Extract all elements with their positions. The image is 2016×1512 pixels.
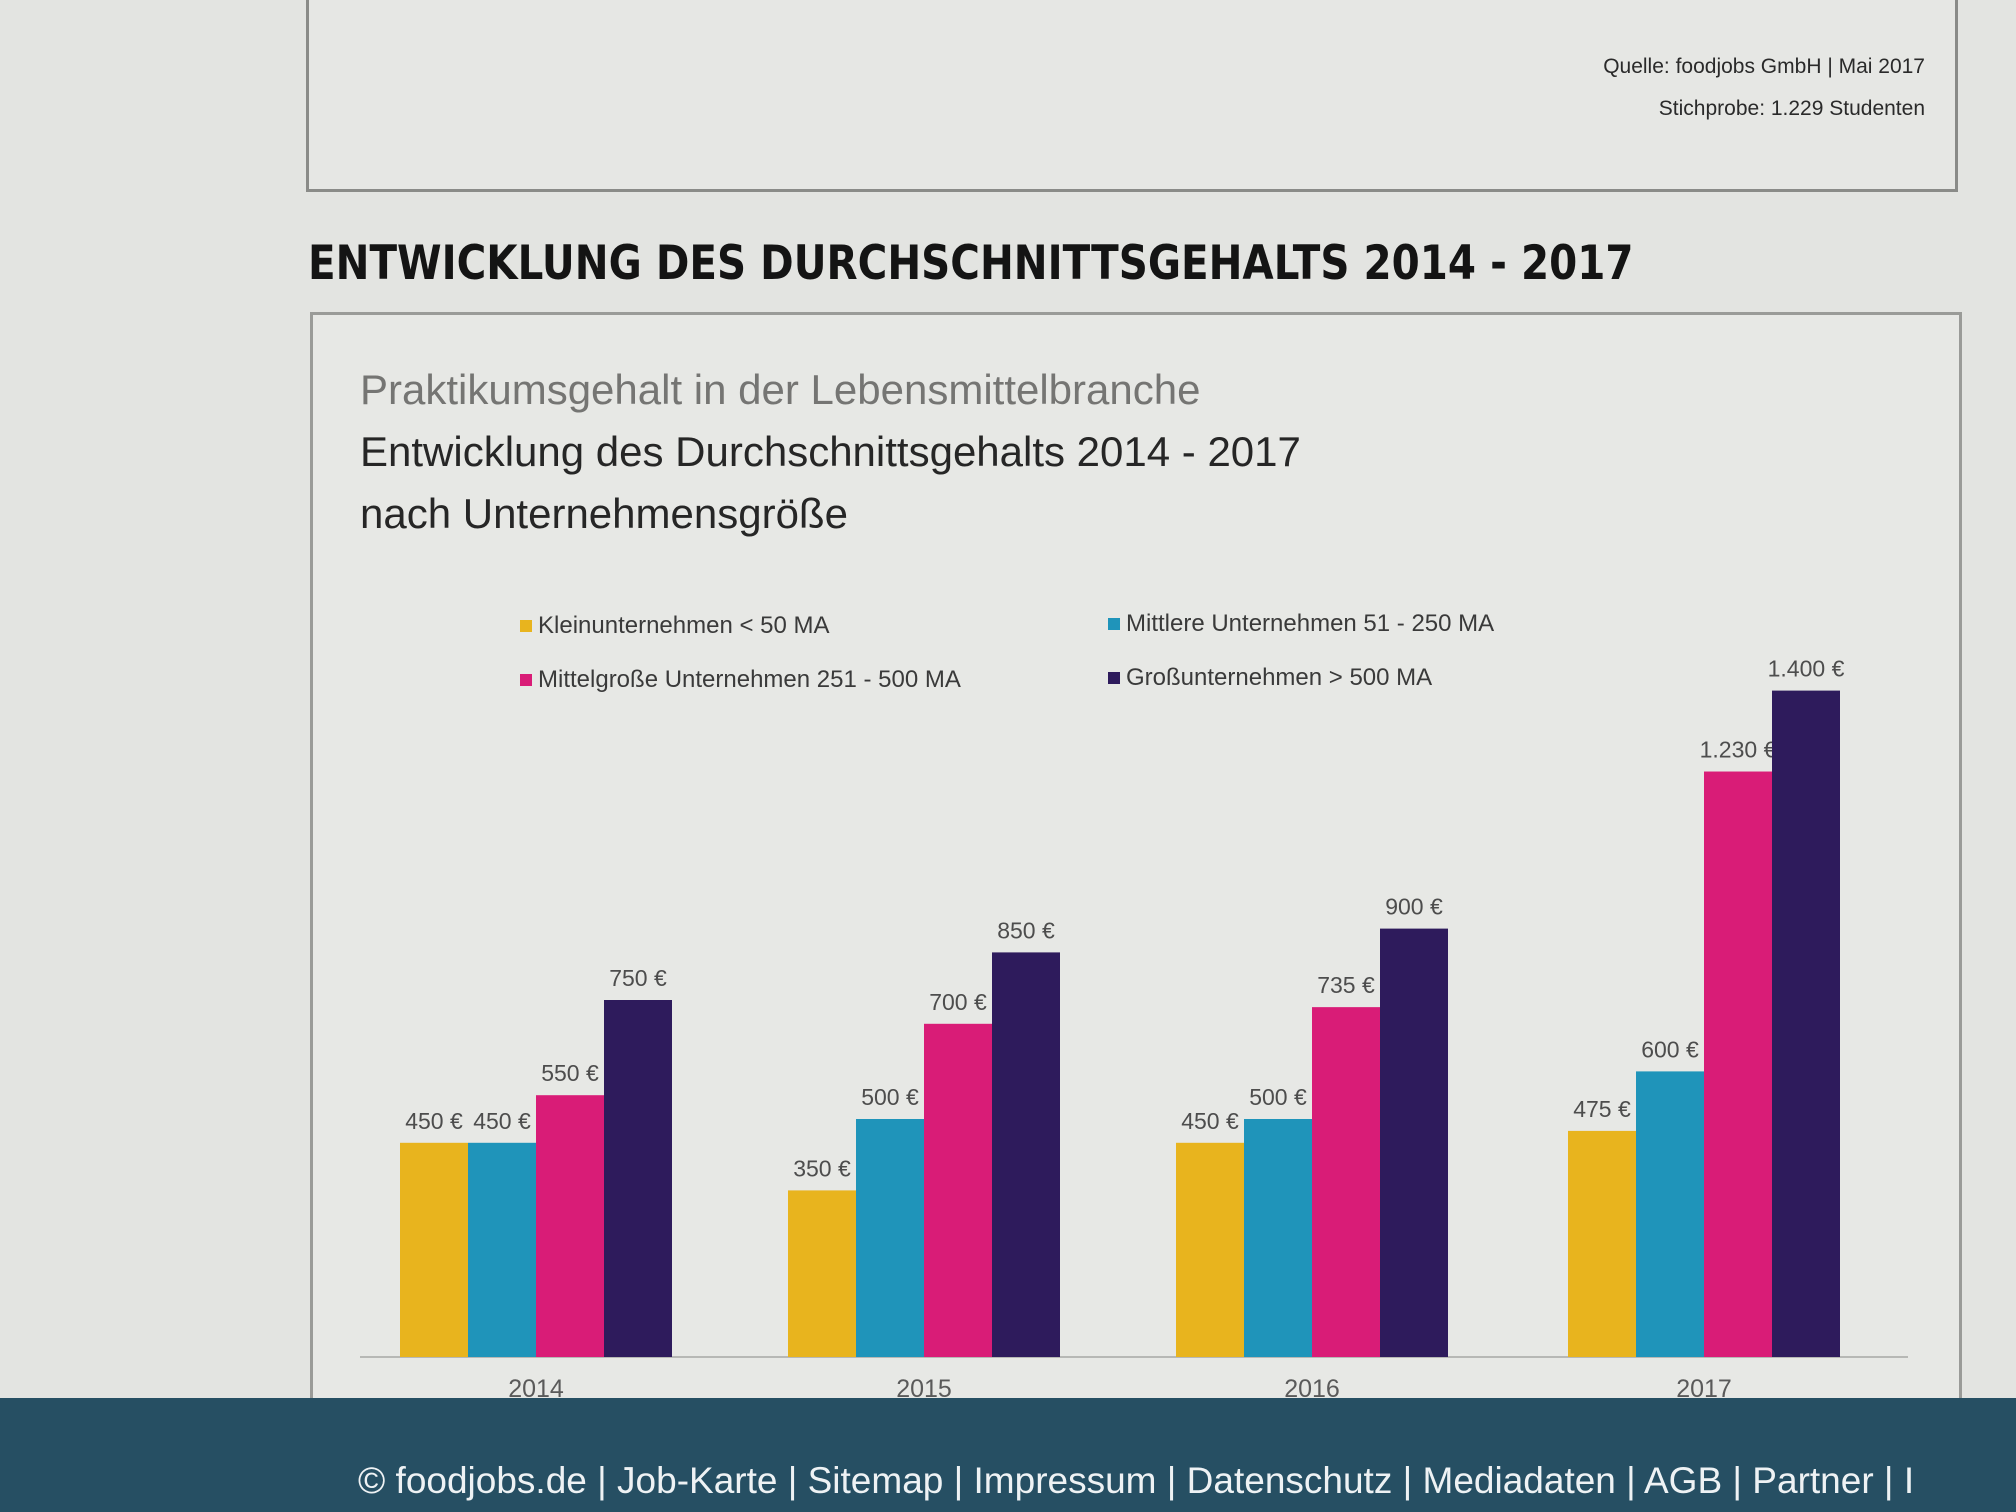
sample-size-note: Stichprobe: 1.229 Studenten — [1658, 97, 1925, 120]
legend-label: Kleinunternehmen < 50 MA — [538, 612, 830, 639]
bar-2014-series-1 — [400, 1142, 468, 1357]
data-label: 900 € — [1385, 894, 1443, 920]
chart-title: Praktikumsgehalt in der Lebensmittelbran… — [360, 366, 1201, 413]
data-label: 475 € — [1573, 1096, 1631, 1122]
data-label: 850 € — [997, 917, 1055, 943]
data-label: 500 € — [1249, 1084, 1307, 1110]
data-label: 350 € — [793, 1155, 851, 1181]
footer-links[interactable]: © foodjobs.de | Job-Karte | Sitemap | Im… — [358, 1460, 1915, 1501]
legend-item-kleinunternehmen: Kleinunternehmen < 50 MA — [520, 612, 830, 640]
bar-2017-series-4 — [1772, 690, 1840, 1357]
chart-subtitle-2: nach Unternehmensgröße — [360, 490, 848, 537]
bar-2017-series-1 — [1568, 1130, 1636, 1357]
bar-2017-series-3 — [1704, 771, 1772, 1357]
bar-2015-series-2 — [856, 1119, 924, 1357]
legend-swatch — [520, 620, 532, 632]
legend-item-mittlere-unternehmen: Mittlere Unternehmen 51 - 250 MA — [1108, 610, 1494, 638]
data-label: 1.400 € — [1768, 656, 1845, 682]
legend-label: Großunternehmen > 500 MA — [1126, 664, 1433, 691]
data-label: 750 € — [609, 965, 667, 991]
data-label: 500 € — [861, 1084, 919, 1110]
data-label: 1.230 € — [1700, 737, 1777, 763]
source-panel: Quelle: foodjobs GmbH | Mai 2017 Stichpr… — [306, 0, 1958, 192]
section-heading: ENTWICKLUNG DES DURCHSCHNITTSGEHALTS 201… — [308, 236, 1634, 291]
bar-2016-series-4 — [1380, 928, 1448, 1357]
site-footer — [0, 1398, 2016, 1512]
bar-2014-series-4 — [604, 1000, 672, 1357]
bar-2015-series-4 — [992, 952, 1060, 1357]
bar-2016-series-3 — [1312, 1007, 1380, 1357]
legend-item-mittelgrosse-unternehmen: Mittelgroße Unternehmen 251 - 500 MA — [520, 666, 961, 694]
bar-2014-series-3 — [536, 1095, 604, 1357]
data-label: 735 € — [1317, 972, 1375, 998]
legend-swatch — [520, 674, 532, 686]
chart-subtitle: Entwicklung des Durchschnittsgehalts 201… — [360, 428, 1301, 475]
bar-2017-series-2 — [1636, 1071, 1704, 1357]
data-label: 600 € — [1641, 1036, 1699, 1062]
data-label: 450 € — [1181, 1108, 1239, 1134]
legend-item-grossunternehmen: Großunternehmen > 500 MA — [1108, 664, 1432, 692]
bar-2015-series-1 — [788, 1190, 856, 1357]
legend-swatch — [1108, 618, 1120, 630]
data-label: 450 € — [405, 1108, 463, 1134]
legend-swatch — [1108, 672, 1120, 684]
bar-2015-series-3 — [924, 1023, 992, 1357]
data-label: 550 € — [541, 1060, 599, 1086]
legend-label: Mittelgroße Unternehmen 251 - 500 MA — [538, 666, 961, 693]
legend-label: Mittlere Unternehmen 51 - 250 MA — [1126, 610, 1495, 637]
source-citation: Quelle: foodjobs GmbH | Mai 2017 — [1603, 55, 1925, 78]
bar-2014-series-2 — [468, 1142, 536, 1357]
bar-2016-series-1 — [1176, 1142, 1244, 1357]
data-label: 450 € — [473, 1108, 531, 1134]
bar-2016-series-2 — [1244, 1119, 1312, 1357]
data-label: 700 € — [929, 989, 987, 1015]
